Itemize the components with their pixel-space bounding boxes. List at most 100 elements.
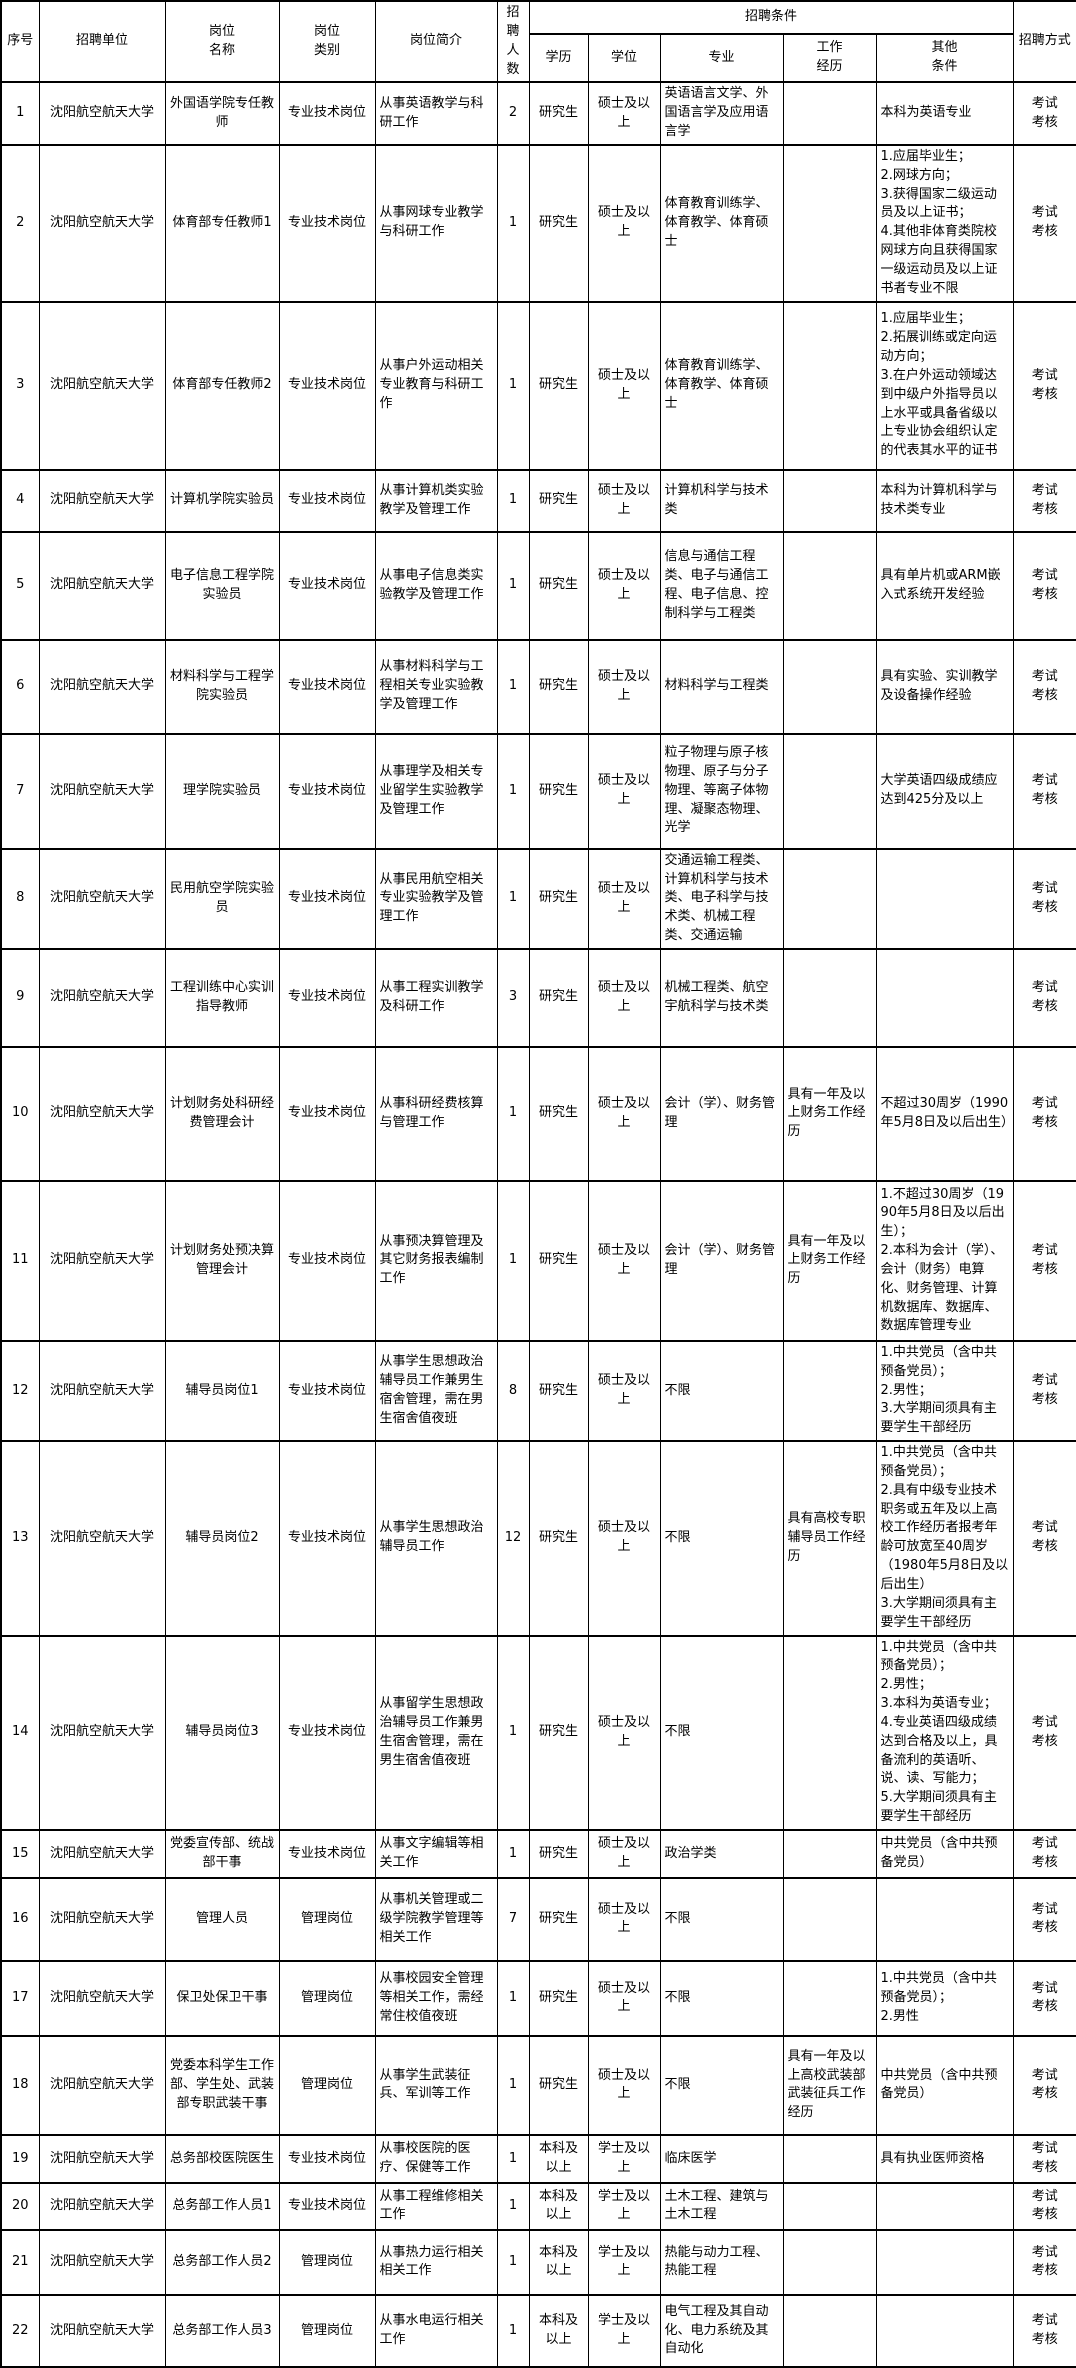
header-method: 招聘方式	[1012, 0, 1076, 83]
cell-major: 不限	[659, 1635, 784, 1831]
cell-method: 考试 考核	[1012, 948, 1076, 1048]
cell-unit: 沈阳航空航天大学	[38, 1046, 166, 1182]
cell-index: 4	[0, 469, 40, 533]
cell-count: 1	[496, 1180, 530, 1342]
cell-count: 2	[496, 81, 530, 146]
cell-post-name: 总务部校医院医生	[164, 2134, 280, 2184]
cell-post-name: 外国语学院专任教师	[164, 81, 280, 146]
cell-education: 本科及以上	[528, 2134, 589, 2184]
cell-method: 考试 考核	[1012, 639, 1076, 735]
cell-unit: 沈阳航空航天大学	[38, 1440, 166, 1637]
cell-other-conditions	[875, 848, 1014, 950]
cell-experience	[782, 531, 877, 641]
cell-other-conditions	[875, 948, 1014, 1048]
cell-index: 14	[0, 1635, 40, 1831]
cell-education: 研究生	[528, 848, 589, 950]
cell-other-conditions: 1.中共党员（含中共预备党员）； 2.男性； 3.大学期间须具有主要学生干部经历	[875, 1340, 1014, 1442]
cell-post-desc: 从事电子信息类实验教学及管理工作	[374, 531, 498, 641]
cell-education: 研究生	[528, 1046, 589, 1182]
cell-post-category: 专业技术岗位	[278, 1340, 376, 1442]
header-post-name: 岗位 名称	[164, 0, 280, 83]
cell-experience	[782, 81, 877, 146]
cell-method: 考试 考核	[1012, 301, 1076, 471]
cell-post-category: 专业技术岗位	[278, 733, 376, 850]
cell-degree: 硕士及以上	[587, 2035, 661, 2136]
cell-post-desc: 从事学生武装征兵、军训等工作	[374, 2035, 498, 2136]
cell-method: 考试 考核	[1012, 144, 1076, 303]
cell-education: 研究生	[528, 1960, 589, 2037]
cell-education: 研究生	[528, 81, 589, 146]
table-row: 8 沈阳航空航天大学 民用航空学院实验员 专业技术岗位 从事民用航空相关专业实验…	[0, 848, 1076, 950]
cell-other-conditions: 中共党员（含中共预备党员）	[875, 2035, 1014, 2136]
cell-post-category: 专业技术岗位	[278, 639, 376, 735]
cell-major: 体育教育训练学、体育教学、体育硕士	[659, 144, 784, 303]
cell-post-category: 专业技术岗位	[278, 1440, 376, 1637]
cell-post-category: 专业技术岗位	[278, 1180, 376, 1342]
table-row: 22 沈阳航空航天大学 总务部工作人员3 管理岗位 从事水电运行相关工作 1 本…	[0, 2294, 1076, 2368]
cell-education: 研究生	[528, 531, 589, 641]
cell-major: 信息与通信工程类、电子与通信工程、电子信息、控制科学与工程类	[659, 531, 784, 641]
cell-unit: 沈阳航空航天大学	[38, 2134, 166, 2184]
cell-method: 考试 考核	[1012, 1877, 1076, 1962]
cell-post-desc: 从事水电运行相关工作	[374, 2294, 498, 2368]
header-other-conditions: 其他 条件	[875, 33, 1014, 83]
cell-other-conditions: 1.不超过30周岁（1990年5月8日及以后出生）； 2.本科为会计（学）、会计…	[875, 1180, 1014, 1342]
cell-major: 计算机科学与技术类	[659, 469, 784, 533]
cell-education: 研究生	[528, 1877, 589, 1962]
cell-index: 17	[0, 1960, 40, 2037]
cell-post-category: 专业技术岗位	[278, 1829, 376, 1879]
cell-index: 21	[0, 2229, 40, 2296]
cell-degree: 学士及以上	[587, 2182, 661, 2231]
cell-degree: 硕士及以上	[587, 733, 661, 850]
cell-post-category: 专业技术岗位	[278, 469, 376, 533]
cell-unit: 沈阳航空航天大学	[38, 848, 166, 950]
cell-major: 机械工程类、航空宇航科学与技术类	[659, 948, 784, 1048]
cell-count: 1	[496, 639, 530, 735]
cell-method: 考试 考核	[1012, 1829, 1076, 1879]
cell-method: 考试 考核	[1012, 1635, 1076, 1831]
header-experience: 工作 经历	[782, 33, 877, 83]
cell-education: 研究生	[528, 144, 589, 303]
cell-post-name: 辅导员岗位1	[164, 1340, 280, 1442]
cell-post-desc: 从事文字编辑等相关工作	[374, 1829, 498, 1879]
header-unit: 招聘单位	[38, 0, 166, 83]
cell-method: 考试 考核	[1012, 2182, 1076, 2231]
cell-method: 考试 考核	[1012, 733, 1076, 850]
cell-experience: 具有一年及以上高校武装部武装征兵工作经历	[782, 2035, 877, 2136]
cell-post-name: 总务部工作人员1	[164, 2182, 280, 2231]
cell-education: 研究生	[528, 1440, 589, 1637]
cell-experience: 具有一年及以上财务工作经历	[782, 1046, 877, 1182]
cell-method: 考试 考核	[1012, 2134, 1076, 2184]
cell-other-conditions: 大学英语四级成绩应达到425分及以上	[875, 733, 1014, 850]
cell-other-conditions: 1.中共党员（含中共预备党员）； 2.具有中级专业技术职务或五年及以上高校工作经…	[875, 1440, 1014, 1637]
cell-education: 研究生	[528, 2035, 589, 2136]
cell-major: 不限	[659, 1340, 784, 1442]
header-index: 序号	[0, 0, 40, 83]
header-post-category: 岗位 类别	[278, 0, 376, 83]
cell-post-name: 保卫处保卫干事	[164, 1960, 280, 2037]
cell-major: 交通运输工程类、计算机科学与技术类、电子科学与技术类、机械工程类、交通运输	[659, 848, 784, 950]
cell-unit: 沈阳航空航天大学	[38, 144, 166, 303]
cell-degree: 硕士及以上	[587, 1046, 661, 1182]
table-row: 14 沈阳航空航天大学 辅导员岗位3 专业技术岗位 从事留学生思想政治辅导员工作…	[0, 1635, 1076, 1831]
cell-method: 考试 考核	[1012, 1340, 1076, 1442]
header-degree: 学位	[587, 33, 661, 83]
cell-post-category: 专业技术岗位	[278, 1635, 376, 1831]
header-major: 专业	[659, 33, 784, 83]
cell-count: 1	[496, 848, 530, 950]
cell-other-conditions	[875, 2229, 1014, 2296]
table-row: 5 沈阳航空航天大学 电子信息工程学院实验员 专业技术岗位 从事电子信息类实验教…	[0, 531, 1076, 641]
cell-method: 考试 考核	[1012, 1046, 1076, 1182]
table-header: 序号 招聘单位 岗位 名称 岗位 类别 岗位简介 招聘 人数 招聘条件 招聘方式…	[0, 0, 1076, 83]
cell-index: 13	[0, 1440, 40, 1637]
cell-other-conditions	[875, 2294, 1014, 2368]
cell-post-desc: 从事工程维修相关工作	[374, 2182, 498, 2231]
cell-experience	[782, 301, 877, 471]
cell-other-conditions: 具有单片机或ARM嵌入式系统开发经验	[875, 531, 1014, 641]
cell-post-name: 党委本科学生工作部、学生处、武装部专职武装干事	[164, 2035, 280, 2136]
table-row: 18 沈阳航空航天大学 党委本科学生工作部、学生处、武装部专职武装干事 管理岗位…	[0, 2035, 1076, 2136]
cell-education: 研究生	[528, 1180, 589, 1342]
cell-post-desc: 从事校园安全管理等相关工作，需经常住校值夜班	[374, 1960, 498, 2037]
cell-degree: 硕士及以上	[587, 1180, 661, 1342]
